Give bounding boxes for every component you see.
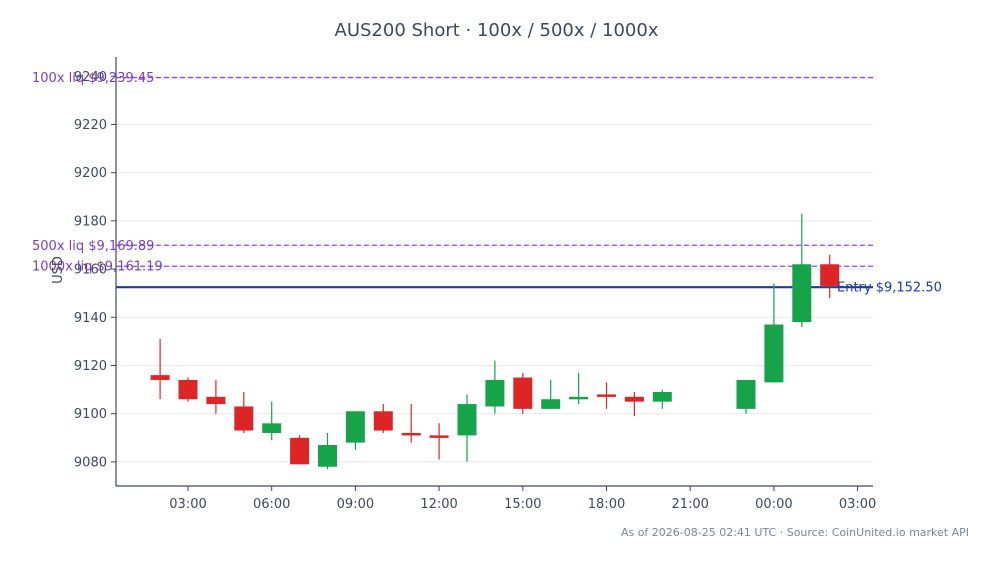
candle-body xyxy=(429,435,449,438)
level-lines xyxy=(116,76,873,289)
liquidation-label: 1000x liq $9,161.19 xyxy=(32,260,163,275)
x-tick-label: 06:00 xyxy=(253,497,290,512)
candle-body xyxy=(262,423,282,433)
candle-body xyxy=(318,445,337,467)
candle-body xyxy=(652,392,672,402)
candle-body xyxy=(513,377,533,409)
candle-body xyxy=(234,406,254,431)
chart-title: AUS200 Short · 100x / 500x / 1000x xyxy=(334,20,659,41)
x-tick-label: 03:00 xyxy=(839,497,876,512)
axes xyxy=(115,57,873,487)
candles xyxy=(150,213,840,470)
x-tick-label: 15:00 xyxy=(504,497,541,512)
candle-body xyxy=(764,324,784,383)
x-tick-label: 12:00 xyxy=(420,497,457,512)
y-tick-label: 9240 xyxy=(74,70,107,85)
chart-footer: As of 2026-08-25 02:41 UTC · Source: Coi… xyxy=(620,526,969,539)
candle-body xyxy=(373,411,393,431)
entry-label: Entry $9,152.50 xyxy=(837,281,942,296)
candle-body xyxy=(290,437,310,465)
candle-body xyxy=(792,264,812,323)
candle-body xyxy=(820,264,840,286)
candle-body xyxy=(736,379,756,409)
level-labels: 100x liq $9,239.45 500x liq $9,169.89 1000… xyxy=(32,71,942,296)
liquidation-label: 100x liq $9,239.45 xyxy=(32,71,154,86)
y-axis-ticks: 9080 9100 9120 9140 9160 9180 9200 9220 9240 xyxy=(74,70,116,470)
y-tick-label: 9080 xyxy=(74,455,107,470)
candle-body xyxy=(541,399,561,409)
x-tick-label: 03:00 xyxy=(169,497,206,512)
candle-body xyxy=(624,396,644,402)
x-tick-label: 09:00 xyxy=(337,497,374,512)
y-tick-label: 9180 xyxy=(74,214,107,229)
candle-body xyxy=(206,396,226,405)
x-tick-label: 00:00 xyxy=(755,497,792,512)
liquidation-label: 500x liq $9,169.89 xyxy=(32,239,154,254)
y-tick-label: 9100 xyxy=(74,407,107,422)
y-tick-label: 9220 xyxy=(74,118,107,133)
x-axis-ticks: 03:00 06:00 09:00 12:00 15:00 18:00 21:00 00:00… xyxy=(169,486,876,512)
candle-body xyxy=(485,379,505,407)
y-tick-label: 9120 xyxy=(74,359,107,374)
x-tick-label: 21:00 xyxy=(671,497,708,512)
candle-body xyxy=(178,379,198,400)
candle-body xyxy=(401,432,421,436)
candle-body xyxy=(457,404,477,436)
candle-body xyxy=(345,411,365,443)
x-tick-label: 18:00 xyxy=(588,497,625,512)
y-tick-label: 9200 xyxy=(74,166,107,181)
candle-body xyxy=(597,394,616,397)
candle-body xyxy=(150,375,170,380)
y-axis-label: USD xyxy=(51,256,66,284)
y-tick-label: 9140 xyxy=(74,311,107,326)
candle-body xyxy=(569,396,589,400)
y-tick-label: 9160 xyxy=(74,263,107,278)
